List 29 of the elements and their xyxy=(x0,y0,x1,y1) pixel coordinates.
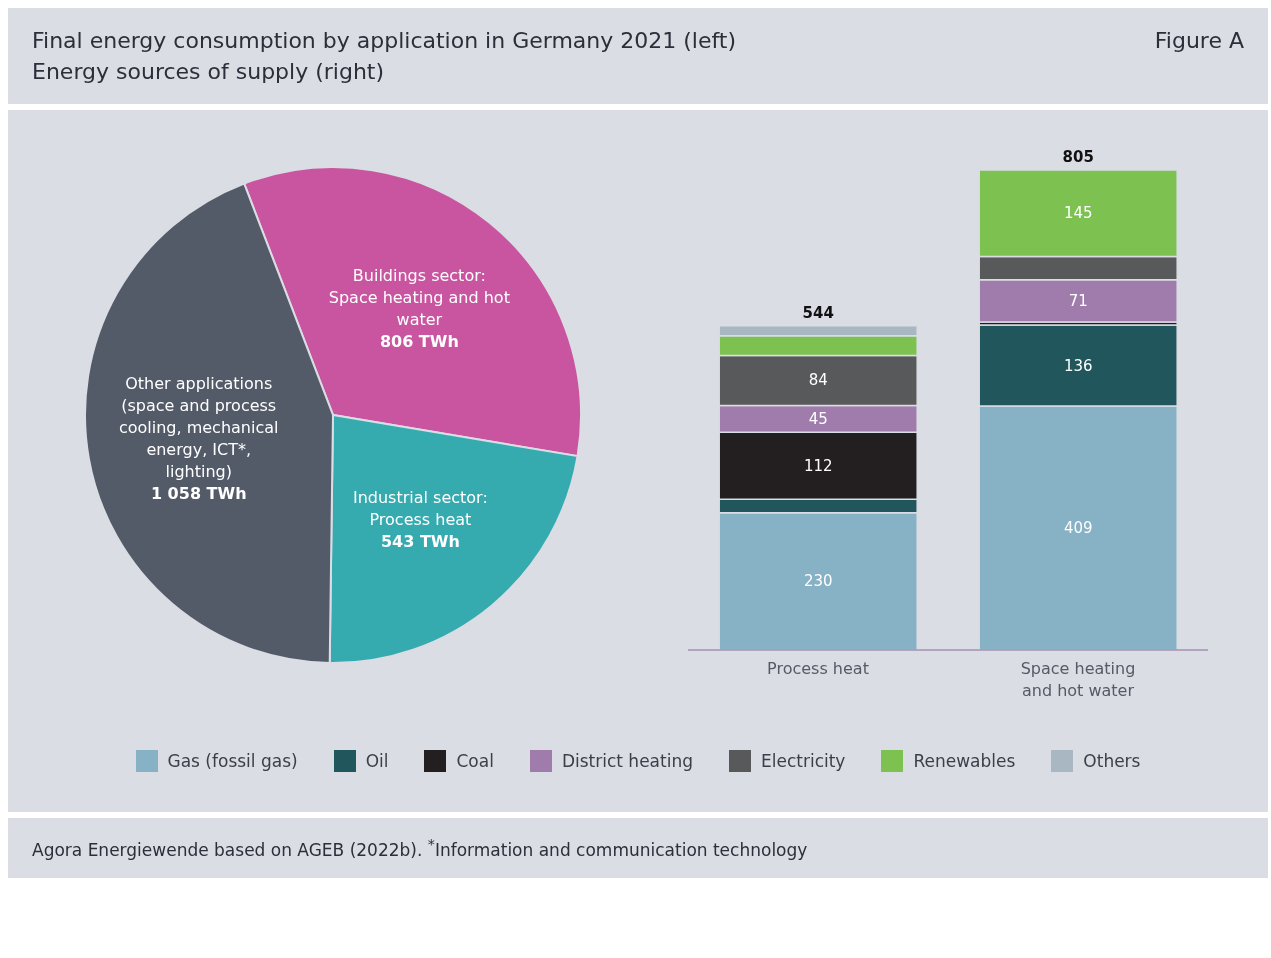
slice-label: Industrial sector: Process heat xyxy=(352,487,488,529)
chart-subtitle: Energy sources of supply (right) xyxy=(32,59,386,84)
data-label: 45 xyxy=(808,409,828,428)
data-label: 84 xyxy=(808,371,828,390)
x-tick-label: Process heat xyxy=(767,659,869,678)
x-tick-label: Space heating and hot water xyxy=(1020,659,1136,700)
legend-label: District heating xyxy=(561,751,693,771)
data-label: 409 xyxy=(1063,519,1093,538)
data-label: 145 xyxy=(1063,204,1093,223)
legend-label: Renewables xyxy=(913,751,1016,771)
text: Agora Energiewende based on AGEB (2022b). $^{*}$Information and communication technology xyxy=(8,818,1268,878)
slice-label: Other applications (space and process cooling, mechanical energy, ICT*, lighting) xyxy=(118,373,279,481)
data-label: 112 xyxy=(803,456,833,475)
data-label: 230 xyxy=(803,572,833,591)
data-label: 1 058 TWh xyxy=(150,483,247,503)
data-label: 136 xyxy=(1063,356,1093,375)
data-label: 806 TWh xyxy=(379,332,459,352)
data-label: 543 TWh xyxy=(380,531,460,551)
legend-label: Coal xyxy=(456,751,494,771)
legend-label: Others xyxy=(1083,751,1141,771)
text: Figure A xyxy=(1154,28,1244,55)
legend-label: Gas (fossil gas) xyxy=(167,751,298,771)
legend-label: Electricity xyxy=(760,751,846,771)
data-label: 71 xyxy=(1068,291,1088,310)
total-label: 805 xyxy=(1062,148,1094,166)
total-label: 544 xyxy=(802,303,834,322)
legend-label: Oil xyxy=(365,751,389,771)
chart-title: Final energy consumption by application in Germany 2021 (left) xyxy=(32,28,737,53)
slice-label: Buildings sector: Space heating and hot water xyxy=(328,266,510,330)
